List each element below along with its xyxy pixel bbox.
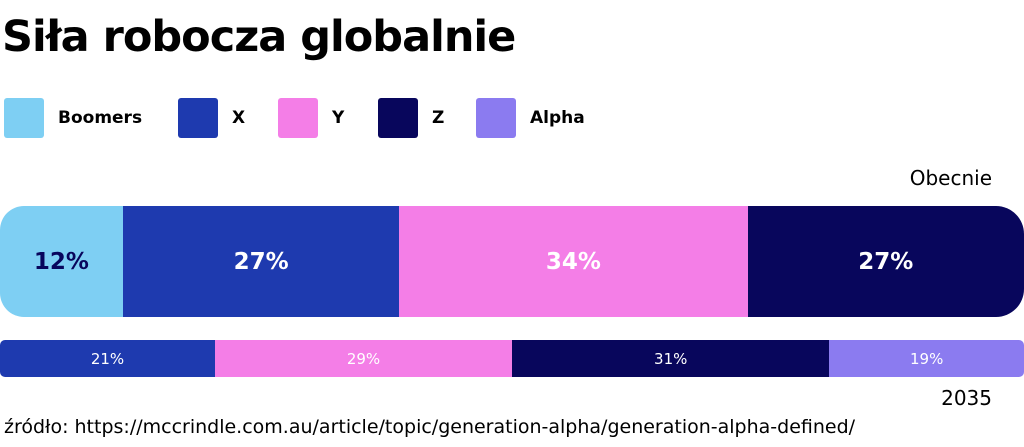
segment-value-label: 27%	[233, 248, 289, 275]
legend-label-alpha: Alpha	[530, 108, 585, 128]
legend-swatch-x	[178, 98, 218, 138]
bar-segment-z-2035: 31%	[511, 340, 830, 377]
bar-segment-y-2035: 29%	[215, 340, 512, 377]
legend-item-alpha: Alpha	[476, 98, 585, 138]
legend-item-boomers: Boomers	[4, 98, 142, 138]
legend-label-z: Z	[432, 108, 445, 128]
legend-swatch-boomers	[4, 98, 44, 138]
bar-label-current: Obecnie	[909, 166, 992, 190]
bar-label-2035: 2035	[941, 386, 992, 410]
legend-label-boomers: Boomers	[58, 108, 143, 128]
segment-value-label: 12%	[33, 248, 89, 275]
bar-segment-alpha-2035: 19%	[829, 340, 1024, 377]
bar-segment-x-2035: 21%	[0, 340, 216, 377]
segment-value-label: 21%	[90, 349, 125, 368]
bar-segment-z-current: 27%	[747, 206, 1024, 317]
legend-label-y: Y	[332, 108, 345, 128]
segment-value-label: 29%	[346, 349, 381, 368]
legend-item-y: Y	[278, 98, 344, 138]
stacked-bar-current: 12% 27% 34% 27%	[0, 206, 1024, 317]
stacked-bar-2035: 21% 29% 31% 19%	[0, 340, 1024, 377]
legend-item-z: Z	[378, 98, 444, 138]
legend-swatch-z	[378, 98, 418, 138]
segment-value-label: 19%	[910, 349, 944, 368]
bar-segment-y-current: 34%	[399, 206, 748, 317]
source-note: źródło: https://mccrindle.com.au/article…	[4, 416, 856, 438]
segment-value-label: 31%	[654, 349, 688, 368]
bar-segment-boomers-current: 12%	[0, 206, 123, 317]
legend-swatch-alpha	[476, 98, 516, 138]
segment-value-label: 27%	[858, 248, 914, 275]
legend-item-x: X	[178, 98, 245, 138]
legend-label-x: X	[232, 108, 246, 128]
bar-segment-x-current: 27%	[122, 206, 400, 317]
legend-swatch-y	[278, 98, 318, 138]
chart-title: Siła robocza globalnie	[2, 12, 516, 62]
segment-value-label: 34%	[545, 248, 601, 275]
